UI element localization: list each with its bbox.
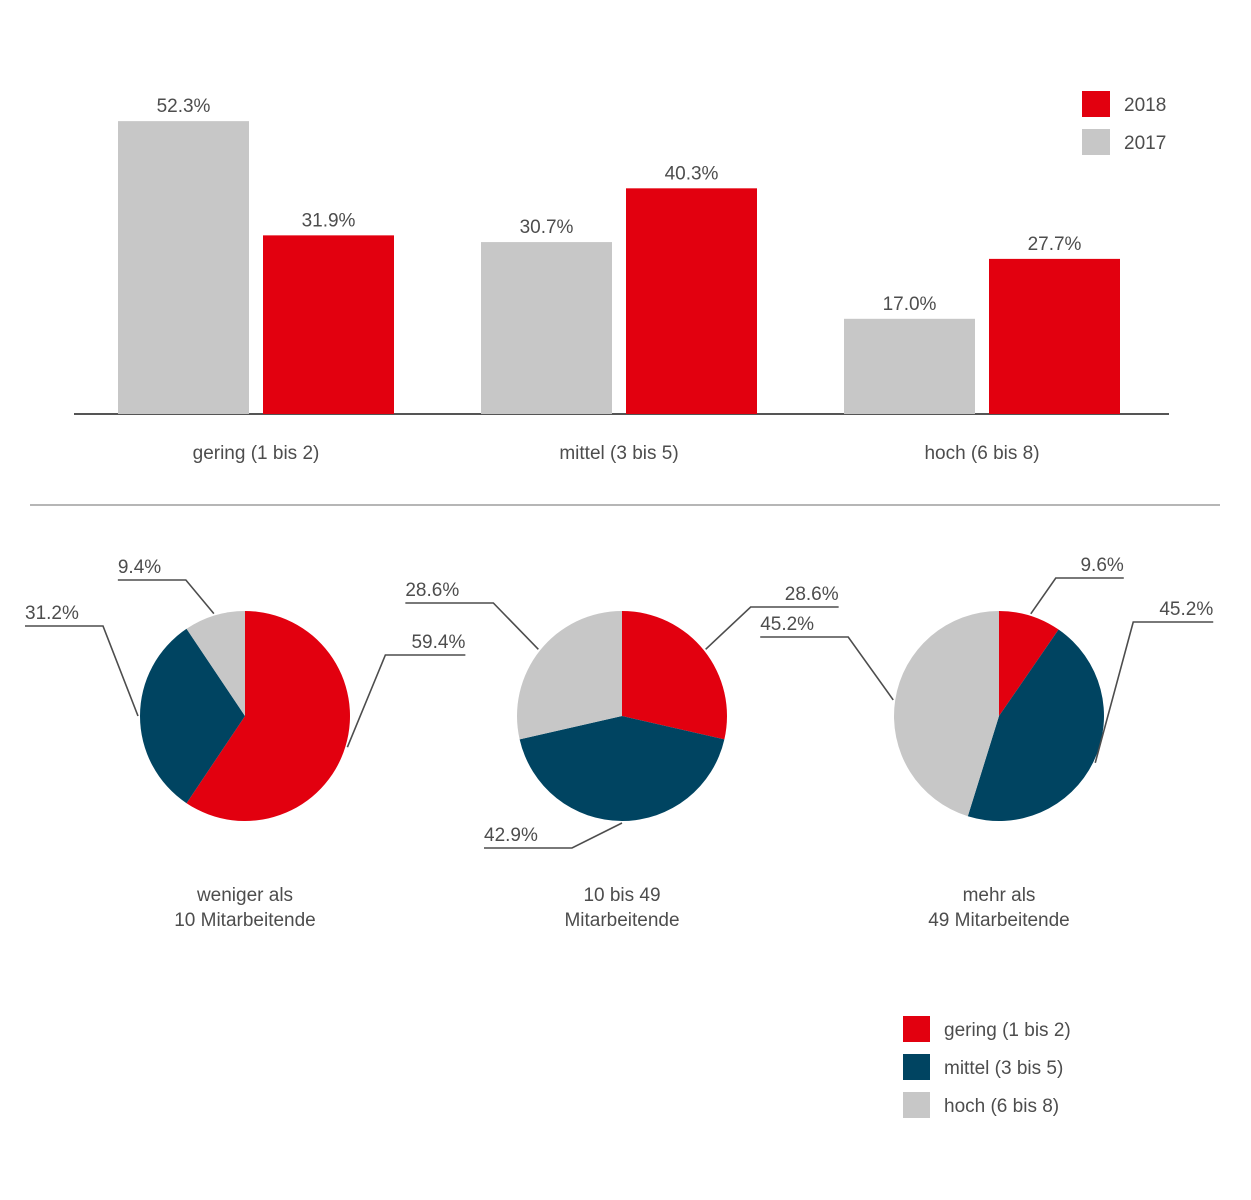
pie-leader-line-0-0 bbox=[346, 654, 466, 748]
pie-legend-label-0: gering (1 bis 2) bbox=[944, 1020, 1071, 1041]
pie-leader-line-1-1 bbox=[484, 822, 623, 849]
pie-legend-swatch-2 bbox=[903, 1092, 930, 1118]
pie-leader-line-2-1 bbox=[1094, 621, 1214, 763]
legend-swatch-2018 bbox=[1082, 91, 1110, 117]
bar-2017-0 bbox=[118, 121, 249, 415]
bar-2017-1 bbox=[481, 242, 612, 414]
pie-leader-line-2-2 bbox=[760, 636, 894, 701]
pie-data-label-2-2: 45.2% bbox=[760, 614, 814, 635]
pie-data-label-0-2: 9.4% bbox=[118, 557, 161, 578]
pie-caption-2-1: 49 Mitarbeitende bbox=[928, 910, 1070, 931]
pie-caption-0-1: 10 Mitarbeitende bbox=[174, 910, 316, 931]
bar-2018-1 bbox=[626, 188, 757, 414]
pie-legend-label-2: hoch (6 bis 8) bbox=[944, 1096, 1059, 1117]
pie-caption-1-1: Mitarbeitende bbox=[564, 910, 679, 931]
data-label-2018-0: 31.9% bbox=[302, 210, 356, 231]
data-label-2017-1: 30.7% bbox=[520, 217, 574, 238]
pie-data-label-0-1: 31.2% bbox=[25, 603, 79, 624]
pie-data-label-1-2: 28.6% bbox=[405, 580, 459, 601]
pie-data-label-0-0: 59.4% bbox=[411, 632, 465, 653]
pie-data-label-1-0: 28.6% bbox=[785, 584, 839, 605]
pie-leader-line-0-1 bbox=[25, 625, 139, 717]
pie-legend-swatch-0 bbox=[903, 1016, 930, 1042]
pie-slice-1-1 bbox=[519, 716, 725, 822]
pie-caption-1-0: 10 bis 49 bbox=[583, 885, 660, 906]
x-tick-label-0: gering (1 bis 2) bbox=[193, 443, 320, 464]
pie-slice-1-0 bbox=[622, 611, 728, 740]
pie-slice-0-2 bbox=[186, 611, 245, 716]
pie-data-label-2-1: 45.2% bbox=[1159, 599, 1213, 620]
data-label-2018-2: 27.7% bbox=[1028, 234, 1082, 255]
pie-slice-2-0 bbox=[999, 611, 1059, 716]
x-tick-label-1: mittel (3 bis 5) bbox=[559, 443, 678, 464]
pie-chart-0: 59.4% 31.2% 9.4% weniger als 10 Mitarbeitend… bbox=[25, 557, 465, 931]
pie-caption-2-0: mehr als bbox=[963, 885, 1036, 906]
pie-data-label-1-1: 42.9% bbox=[484, 825, 538, 846]
pie-leader-line-2-0 bbox=[1030, 577, 1124, 615]
pie-legend: gering (1 bis 2) mittel (3 bis 5) hoch (6 … bbox=[903, 1016, 1071, 1118]
pie-chart-1: 28.6% 42.9% 28.6% 10 bis 49 Mitarbeitende bbox=[405, 580, 839, 931]
pie-legend-label-1: mittel (3 bis 5) bbox=[944, 1058, 1063, 1079]
bar-2018-2 bbox=[989, 258, 1120, 414]
data-label-2017-0: 52.3% bbox=[157, 96, 211, 117]
x-tick-label-2: hoch (6 bis 8) bbox=[924, 443, 1039, 464]
bar-2017-2 bbox=[844, 318, 975, 414]
bar-chart: 52.3% 31.9% gering (1 bis 2) 30.7% 40.3% mitt… bbox=[74, 91, 1169, 464]
pie-slice-2-2 bbox=[893, 611, 999, 817]
pie-slice-1-2 bbox=[517, 611, 622, 740]
legend-label-2017: 2017 bbox=[1124, 133, 1166, 154]
legend-label-2018: 2018 bbox=[1124, 95, 1166, 116]
pie-leader-line-1-0 bbox=[705, 606, 839, 650]
pie-charts: 59.4% 31.2% 9.4% weniger als 10 Mitarbeitend… bbox=[25, 555, 1213, 931]
pie-leader-line-0-2 bbox=[117, 579, 215, 615]
pie-chart-2: 9.6% 45.2% 45.2% mehr als 49 Mitarbeitende bbox=[760, 555, 1213, 931]
pie-slice-0-1 bbox=[139, 628, 245, 804]
pie-slice-2-1 bbox=[967, 629, 1105, 822]
pie-caption-0-0: weniger als bbox=[196, 885, 293, 906]
data-label-2017-2: 17.0% bbox=[883, 294, 937, 315]
data-label-2018-1: 40.3% bbox=[665, 163, 719, 184]
pie-slice-0-0 bbox=[186, 611, 350, 822]
pie-legend-swatch-1 bbox=[903, 1054, 930, 1080]
bar-2018-0 bbox=[263, 235, 394, 414]
pie-data-label-2-0: 9.6% bbox=[1080, 555, 1123, 576]
legend-swatch-2017 bbox=[1082, 129, 1110, 155]
pie-leader-line-1-2 bbox=[405, 602, 539, 650]
